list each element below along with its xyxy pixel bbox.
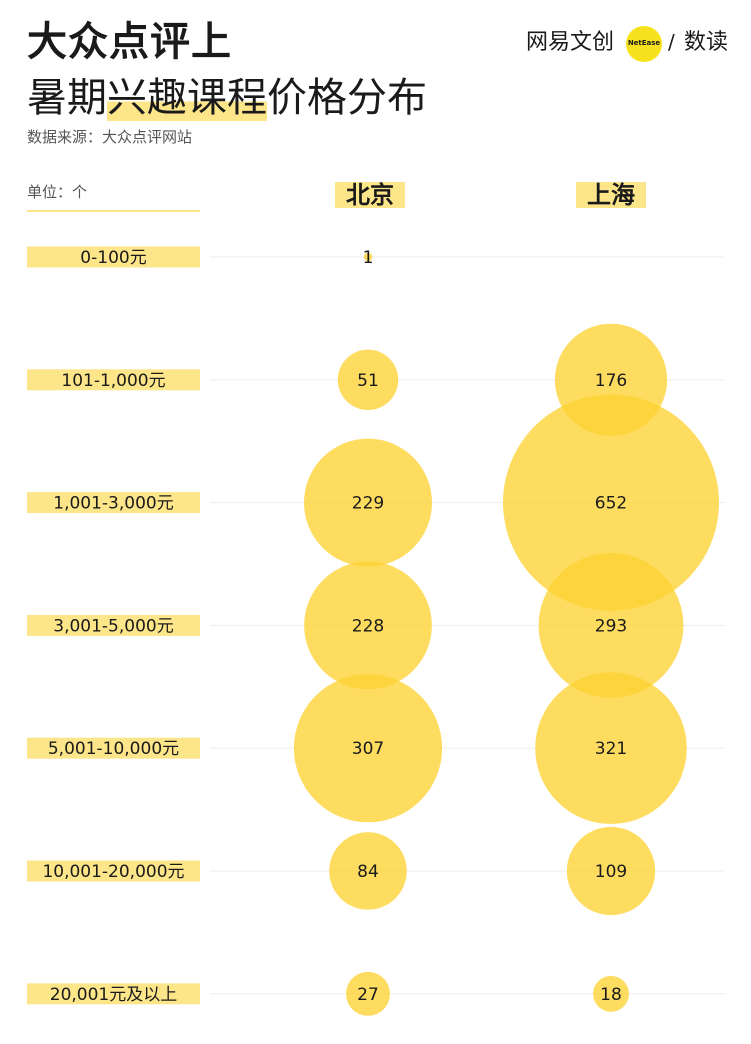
category-label: 101-1,000元 — [61, 371, 165, 391]
badge-text: NetEase — [627, 39, 661, 47]
value-label: 176 — [595, 371, 627, 391]
value-label: 84 — [357, 862, 379, 882]
value-label: 307 — [352, 739, 384, 759]
value-label: 18 — [600, 985, 622, 1005]
netease-badge-icon: NetEase — [626, 26, 662, 62]
chart-title: 大众点评上 — [27, 19, 232, 65]
category-label-bg — [27, 737, 200, 759]
bubble — [329, 832, 407, 910]
value-label: 229 — [352, 494, 384, 514]
category-label: 3,001-5,000元 — [53, 616, 173, 636]
value-label: 228 — [352, 616, 384, 636]
brand-name: 网易文创 — [526, 30, 615, 55]
category-label-bg — [27, 614, 200, 636]
category-label: 5,001-10,000元 — [48, 739, 179, 759]
subtitle-highlight: 兴趣课程 — [107, 75, 267, 121]
bubble — [363, 252, 373, 262]
bubbles — [293, 252, 719, 1016]
subtitle-part-1: 暑期 — [27, 75, 107, 121]
chart-subtitle: 暑期兴趣课程价格分布 — [27, 75, 427, 121]
bubble — [293, 674, 443, 823]
category-labels: 0-100元 101-1,000元 1,001-3,000元 3,001-5,000元… — [27, 246, 200, 1005]
brand-subname: 数读 — [684, 30, 729, 55]
category-label: 1,001-3,000元 — [53, 494, 173, 514]
category-label: 10,001-20,000元 — [42, 862, 184, 882]
column-header-shanghai: 上海 — [576, 182, 646, 208]
bubble — [535, 672, 687, 824]
value-label: 321 — [595, 739, 627, 759]
bubble — [593, 975, 629, 1012]
category-label-bg — [27, 860, 200, 882]
brand-logo: 网易文创 NetEase / 数读 — [526, 26, 736, 64]
value-label: 109 — [595, 862, 627, 882]
bubble — [304, 561, 432, 690]
subtitle-part-2: 价格分布 — [267, 75, 427, 121]
category-label-bg — [27, 492, 200, 514]
bubble — [303, 438, 433, 567]
category-label: 0-100元 — [80, 248, 146, 268]
category-label-bg — [27, 369, 200, 391]
value-labels: 1 51 229 228 307 84 27 176 652 293 321 109 18 — [352, 248, 627, 1005]
data-source: 数据来源：大众点评网站 — [27, 128, 193, 146]
unit-label: 单位：个 — [27, 181, 200, 212]
bubble — [566, 826, 656, 916]
value-label: 1 — [363, 248, 374, 268]
category-label-bg — [27, 246, 200, 268]
value-label: 27 — [357, 985, 379, 1005]
value-label: 293 — [595, 616, 627, 636]
bubble — [503, 394, 719, 611]
logo-slash: / — [668, 30, 675, 54]
value-label: 652 — [595, 494, 627, 514]
category-label: 20,001元及以上 — [50, 985, 177, 1005]
bubble — [538, 553, 684, 698]
bubble — [337, 349, 399, 411]
category-label-bg — [27, 983, 200, 1005]
column-header-beijing: 北京 — [335, 182, 405, 208]
bubble — [346, 971, 390, 1016]
value-label: 51 — [357, 371, 379, 391]
